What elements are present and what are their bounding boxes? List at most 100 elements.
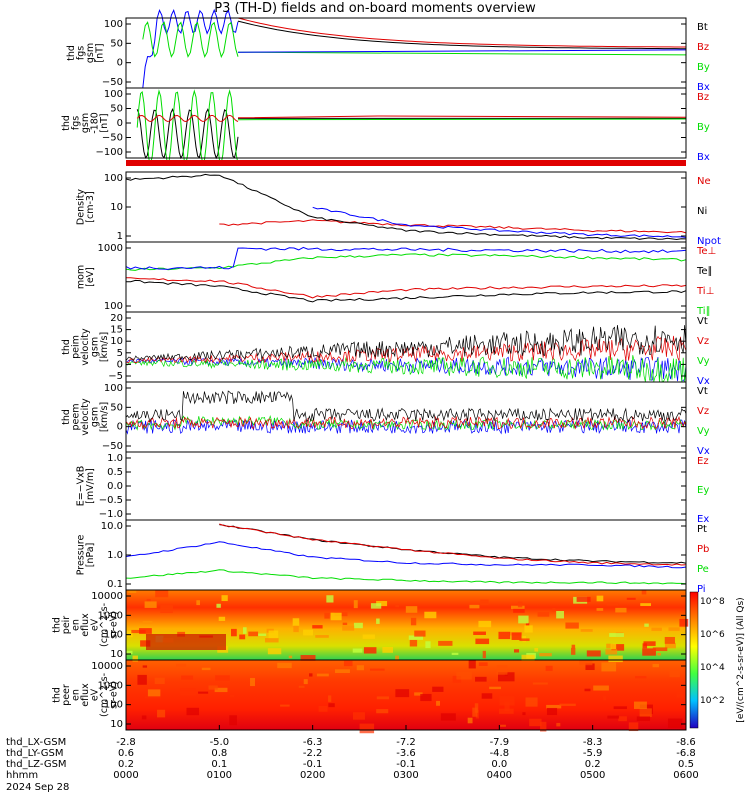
y-tick-label: −0.5 <box>99 495 123 506</box>
y-axis-label-line: peem <box>71 404 82 431</box>
y-tick-label: −5 <box>108 371 123 382</box>
x-tick-label: -3.6 <box>396 748 416 759</box>
spectrogram-patch <box>312 625 323 629</box>
spectrogram-patch <box>239 634 246 640</box>
y-axis-label-line: gsm <box>90 337 101 357</box>
vt-series <box>125 390 687 423</box>
y-tick-label: 50 <box>110 104 123 115</box>
y-axis-label-line: -180 <box>90 112 101 134</box>
bz-rot-series <box>136 114 239 123</box>
x-tick-label: 0000 <box>113 770 138 781</box>
series-ti <box>125 253 687 271</box>
y-axis-label-line: fgs <box>71 116 82 130</box>
x-tick-label: -2.2 <box>303 748 323 759</box>
panel-frame-temp <box>125 241 687 313</box>
y-tick-label: 50 <box>110 402 123 413</box>
by-rot-series <box>136 89 239 166</box>
x-tick-label: 0.0 <box>491 759 507 770</box>
spectrogram-patch <box>610 643 617 650</box>
spectrogram-patch <box>651 627 662 631</box>
spectrogram-patch <box>343 660 353 667</box>
spectrogram-patch <box>634 676 647 679</box>
spectrogram-patch <box>353 600 358 609</box>
colorbar-tick-label: 10^6 <box>700 630 725 640</box>
x-tick-label: -6.3 <box>303 737 323 748</box>
x-tick-label: -7.2 <box>396 737 416 748</box>
y-axis-label-density: Density[cm-3] <box>75 189 96 225</box>
y-tick-label: 10000 <box>91 591 123 602</box>
y-axis-label-line: [eV] <box>85 267 96 287</box>
legend-te: Te∥ <box>696 266 713 277</box>
series-pt <box>219 524 687 564</box>
legend-vz: Vz <box>697 336 709 347</box>
spectrogram-patch <box>258 633 267 636</box>
spectrogram-patch <box>370 668 385 671</box>
legend-by: By <box>697 62 710 73</box>
spectrogram-patch <box>363 647 377 654</box>
x-tick-label: 0.2 <box>118 759 134 770</box>
spectrogram-patch <box>522 712 526 716</box>
spectrogram-patch <box>144 696 161 699</box>
spectrogram-patch <box>480 599 489 606</box>
spectrogram-patch <box>473 631 486 635</box>
panel-frame-pressure <box>125 519 687 591</box>
spectrogram-patch <box>414 630 426 637</box>
spectrogram-patch <box>231 628 237 637</box>
y-tick-label: 1 <box>117 231 123 242</box>
y-tick-label: 1.0 <box>107 453 123 464</box>
spectrogram-patch <box>496 665 508 675</box>
spectrogram-patch <box>499 696 515 706</box>
y-axis-label-line: [cm-3] <box>85 191 96 222</box>
x-tick-label: -0.1 <box>303 759 323 770</box>
spectrogram-patch <box>229 694 235 698</box>
spectrogram-patch <box>641 590 647 595</box>
y-tick-label: 0 <box>117 422 123 433</box>
spectrogram-patch <box>414 692 423 696</box>
spectrogram-patch <box>382 646 394 653</box>
bx-series-flat <box>237 49 687 53</box>
spectrogram-patch <box>359 723 375 734</box>
y-tick-label: 100 <box>104 700 123 711</box>
spectrogram-patch <box>469 604 480 609</box>
spectrogram-patch <box>529 718 542 727</box>
spectrogram-patch <box>288 655 293 659</box>
legend-vx: Vx <box>697 446 710 457</box>
series-npot <box>312 206 687 238</box>
series-pi <box>125 541 687 569</box>
spectrogram-patch <box>596 595 604 602</box>
spectrogram-patch <box>540 721 547 732</box>
x-tick-label: 0.5 <box>678 759 694 770</box>
y-axis-label-pressure: Pressure[nPa] <box>75 535 96 576</box>
spectrogram-patch <box>155 590 169 598</box>
y-tick-label: 1.0 <box>107 550 123 561</box>
spectrogram-patch <box>628 722 639 732</box>
spectrogram-patch <box>154 677 165 685</box>
spectrogram-patch <box>198 691 209 694</box>
spectrogram-patch <box>679 618 689 627</box>
spectrogram-patch <box>330 612 342 621</box>
x-tick-label: -7.9 <box>490 737 510 748</box>
y-tick-label: 0 <box>117 58 123 69</box>
spectrogram-patch <box>456 671 472 680</box>
spectrogram-patch <box>640 603 652 606</box>
y-tick-label: 15 <box>110 325 123 336</box>
spectrogram-patch <box>556 611 564 619</box>
spectrogram-patch <box>395 689 410 698</box>
spectrogram-patch <box>142 621 153 624</box>
spectrogram-patch <box>436 700 440 706</box>
x-date-label: 2024 Sep 28 <box>6 782 69 793</box>
y-tick-label: 20 <box>110 313 123 324</box>
bx-rot-series <box>136 107 239 160</box>
spectrogram-patch <box>196 600 200 606</box>
y-tick-label: −50 <box>102 77 123 88</box>
x-tick-label: -5.9 <box>583 748 603 759</box>
series-ti-blue <box>125 246 687 270</box>
spectrogram-patch <box>410 617 417 626</box>
spectrogram-patch <box>475 676 487 682</box>
spectrogram-patch <box>652 663 659 668</box>
spectrogram-patch <box>175 663 187 667</box>
y-axis-label-line: eflux <box>80 683 91 707</box>
spectrogram-patch <box>292 618 300 626</box>
